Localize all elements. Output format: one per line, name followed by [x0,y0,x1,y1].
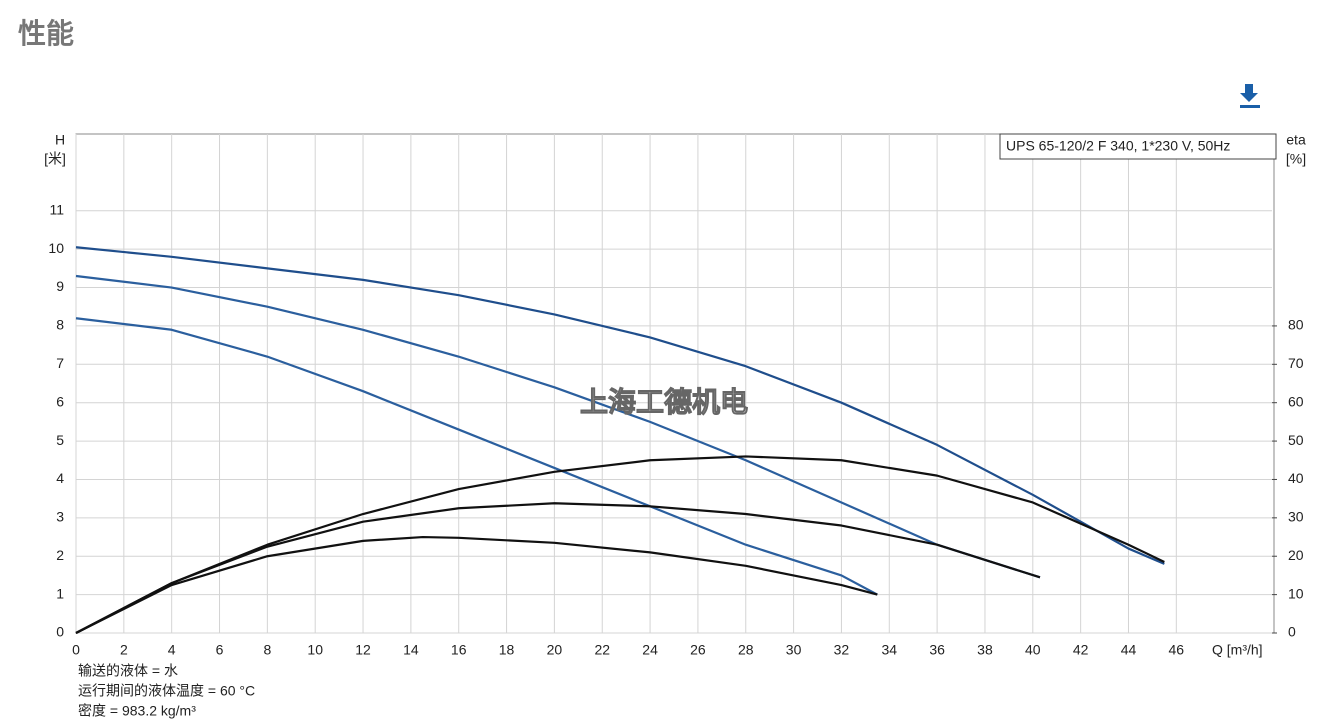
y-tick-label: 6 [56,393,64,409]
x-label: Q [m³/h] [1212,642,1263,658]
y2-tick-label: 10 [1288,585,1304,601]
x-tick-label: 30 [786,642,802,658]
y2-tick-label: 20 [1288,547,1304,563]
y2-label: [%] [1286,151,1306,167]
x-tick-label: 28 [738,642,754,658]
curve [75,455,1165,634]
x-tick-label: 18 [499,642,515,658]
y-tick-label: 11 [49,201,64,217]
y2-label: eta [1286,132,1306,148]
x-tick-label: 36 [929,642,945,658]
x-tick-label: 32 [834,642,850,658]
y-label: H [55,132,65,148]
y-tick-label: 9 [56,278,64,294]
y-tick-label: 7 [56,355,64,371]
curve [75,317,878,596]
x-tick-label: 4 [168,642,176,658]
y-tick-label: 1 [56,585,64,601]
curve [75,535,878,634]
x-tick-label: 14 [403,642,419,658]
x-tick-label: 20 [547,642,563,658]
x-tick-label: 44 [1121,642,1137,658]
y-tick-label: 10 [48,240,64,256]
y-tick-label: 3 [56,509,64,525]
x-tick-label: 6 [216,642,224,658]
note: 输送的液体 = 水 [78,663,178,679]
x-tick-label: 46 [1169,642,1185,658]
legend-text: UPS 65-120/2 F 340, 1*230 V, 50Hz [1006,138,1230,154]
y-tick-label: 2 [56,547,64,563]
x-tick-label: 22 [594,642,610,658]
page-title: 性能 [18,17,74,50]
y-tick-label: 4 [56,470,64,486]
x-tick-label: 26 [690,642,706,658]
x-tick-label: 2 [120,642,128,658]
download-icon[interactable] [1240,84,1260,108]
x-tick-label: 24 [642,642,658,658]
x-tick-label: 0 [72,642,80,658]
y2-tick-label: 70 [1288,355,1304,371]
y-label: [米] [44,151,66,167]
x-tick-label: 42 [1073,642,1089,658]
x-tick-label: 34 [881,642,897,658]
y2-tick-label: 80 [1288,317,1304,333]
x-tick-label: 10 [307,642,323,658]
y2-tick-label: 50 [1288,432,1304,448]
y-tick-label: 5 [56,432,64,448]
x-tick-label: 8 [263,642,271,658]
y-tick-label: 0 [56,624,64,640]
legend-box [999,133,1277,160]
curve [75,274,1041,579]
y2-tick-label: 30 [1288,509,1304,525]
y2-tick-label: 40 [1288,470,1304,486]
y2-tick-label: 0 [1288,624,1296,640]
note: 密度 = 983.2 kg/m³ [78,703,196,719]
curve [75,246,1165,565]
y2-tick-label: 60 [1288,393,1304,409]
plot-frame [75,133,1275,634]
watermark: 上海工德机电 [580,386,748,419]
x-tick-label: 40 [1025,642,1041,658]
y-tick-label: 8 [56,317,64,333]
x-tick-label: 16 [451,642,467,658]
note: 运行期间的液体温度 = 60 °C [78,683,255,699]
x-tick-label: 12 [355,642,371,658]
curve [75,502,1041,634]
x-tick-label: 38 [977,642,993,658]
